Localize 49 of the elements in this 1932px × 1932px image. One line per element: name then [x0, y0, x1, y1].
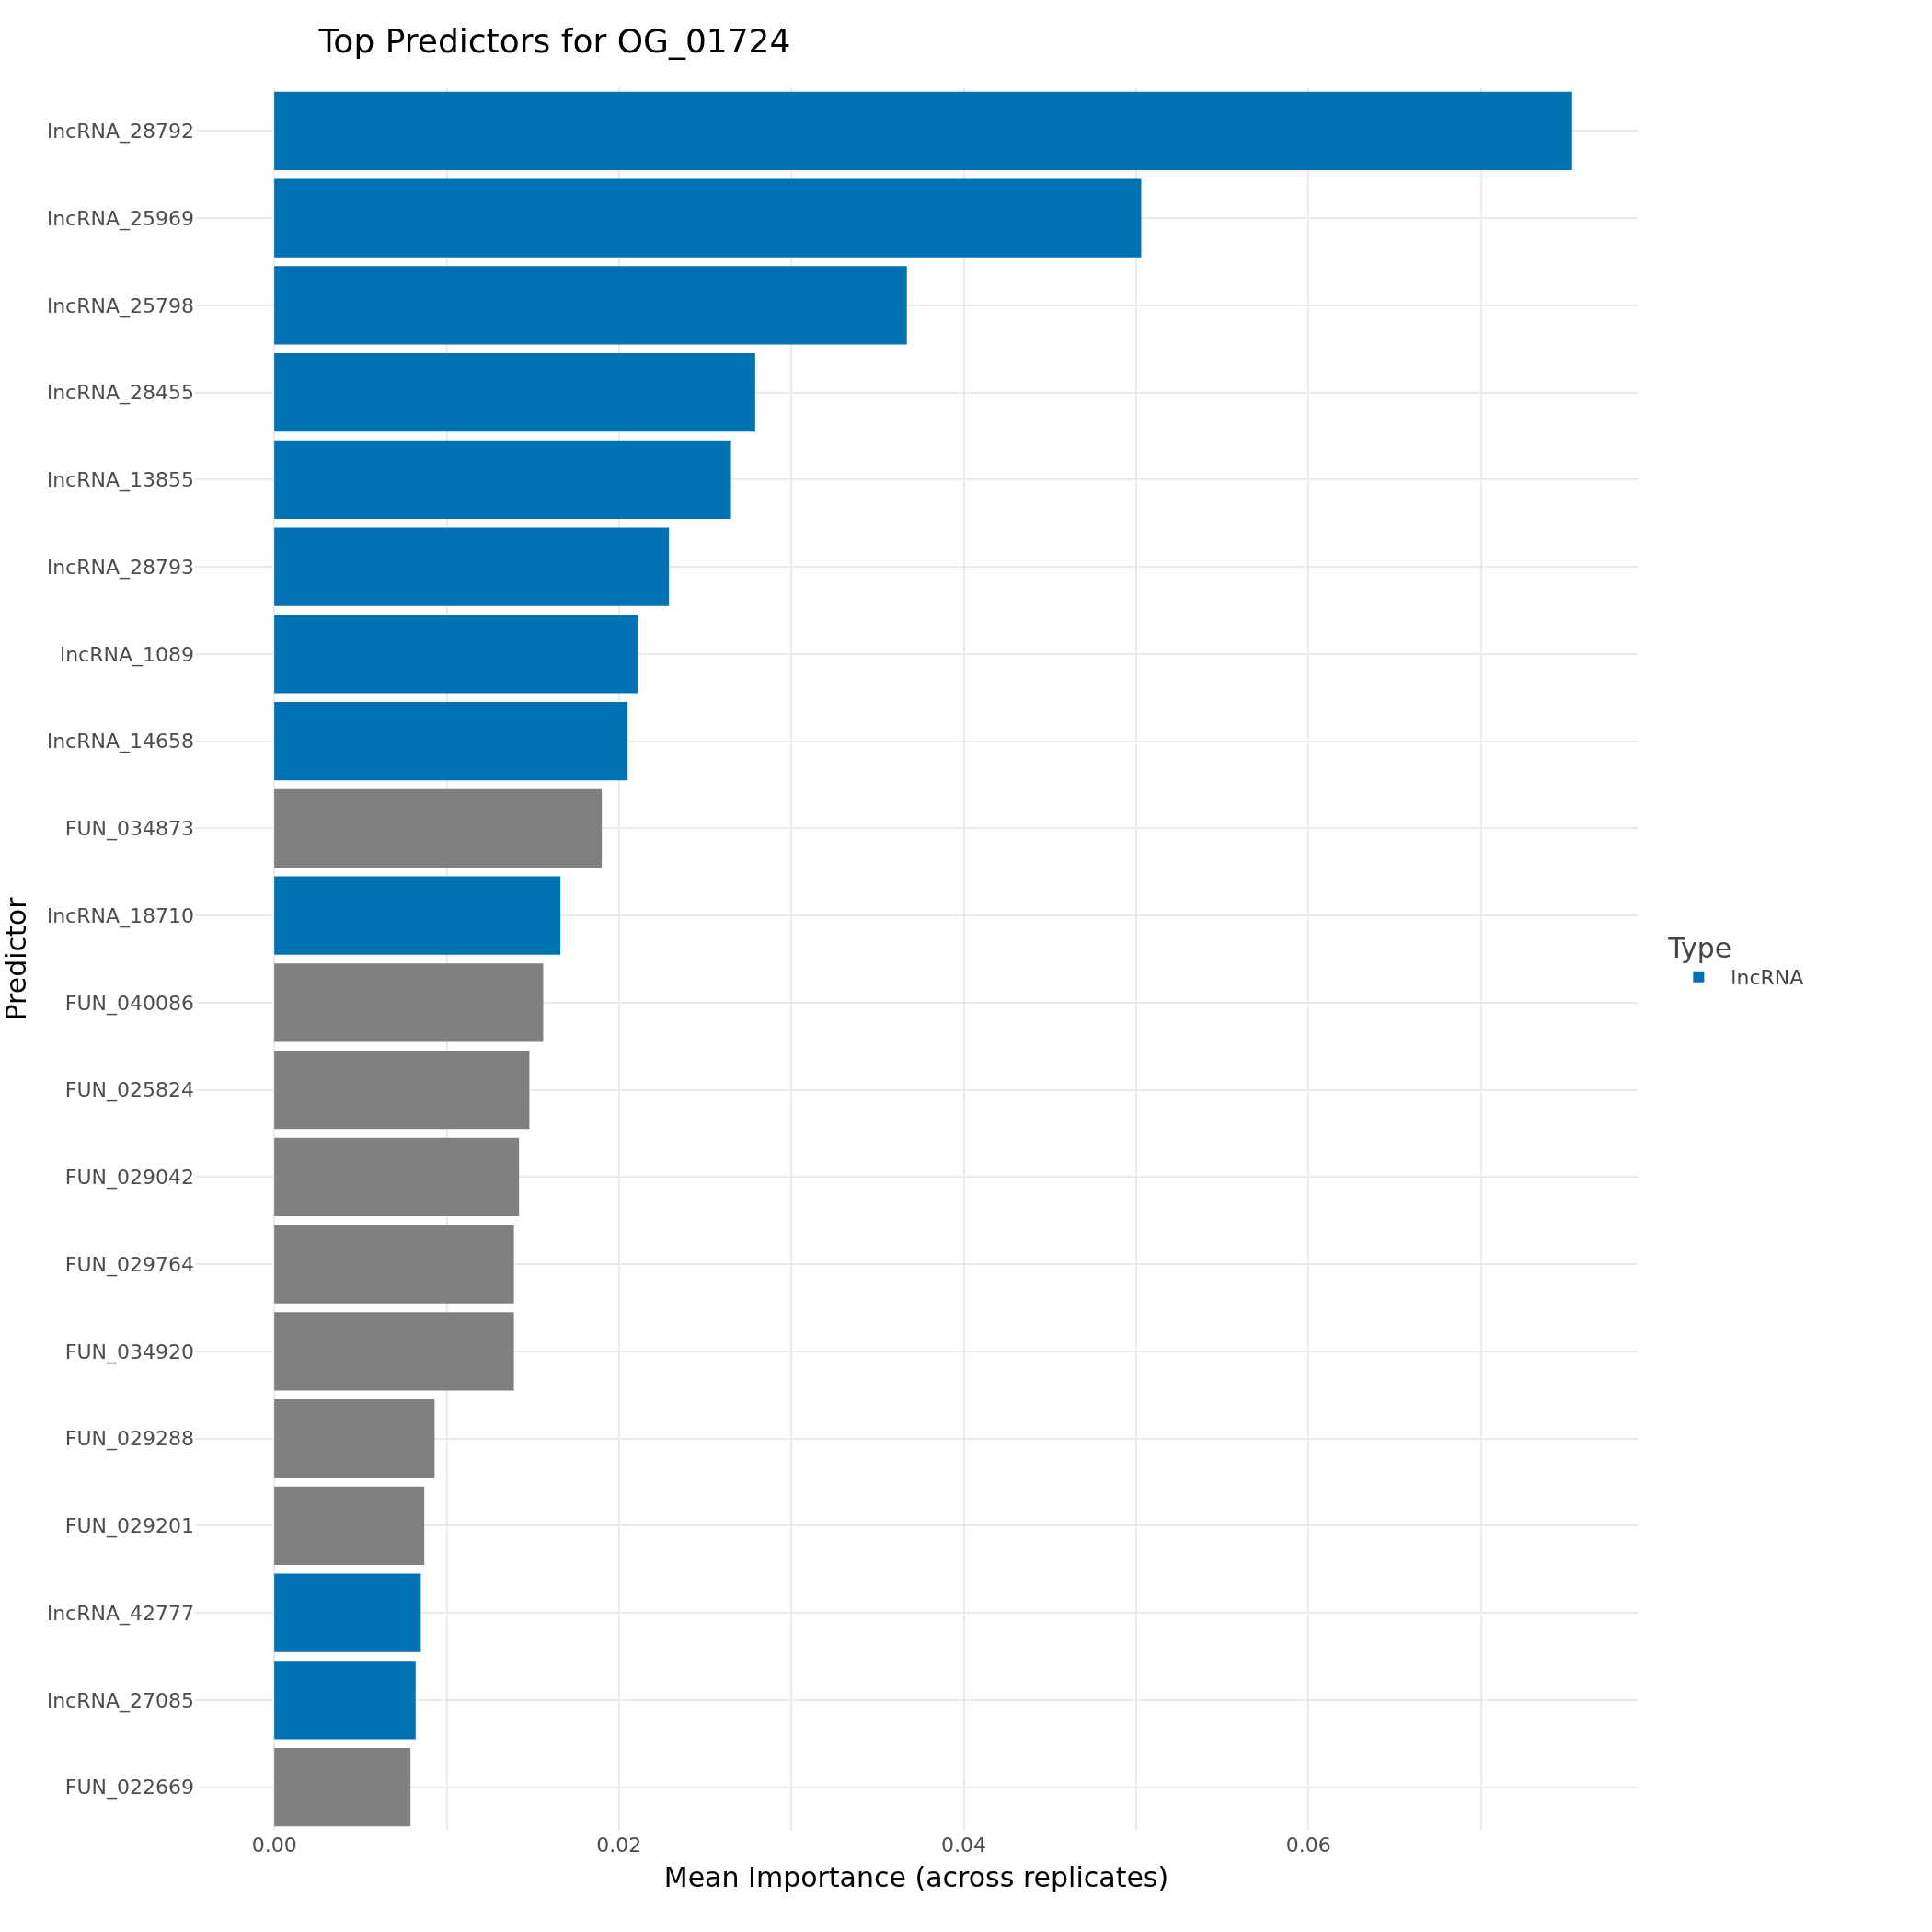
y-tick-label: FUN_034873	[64, 817, 194, 842]
y-tick-label: lncRNA_28793	[47, 555, 194, 580]
bar	[274, 91, 1572, 171]
bar	[274, 963, 544, 1042]
bar	[274, 1050, 530, 1130]
y-tick-label: FUN_029042	[64, 1166, 194, 1190]
bar	[274, 1486, 425, 1566]
y-tick-label: FUN_034920	[64, 1340, 194, 1364]
x-tick-label: 0.02	[596, 1834, 642, 1857]
bar	[274, 440, 731, 520]
y-axis-title: Predictor	[0, 896, 32, 1021]
y-tick-label: lncRNA_42777	[47, 1601, 194, 1626]
y-tick-label: lncRNA_28792	[47, 120, 194, 144]
y-tick-label: FUN_029201	[64, 1514, 194, 1539]
bar	[274, 788, 603, 868]
y-tick-label: lncRNA_28455	[47, 381, 194, 406]
legend-title: Type	[1667, 932, 1732, 964]
legend-label: lncRNA	[1731, 966, 1804, 990]
y-tick-label: FUN_022669	[64, 1776, 194, 1800]
bar	[274, 1747, 411, 1827]
y-tick-label: FUN_040086	[64, 991, 194, 1016]
bar	[274, 1312, 514, 1391]
y-tick-label: lncRNA_25798	[47, 293, 194, 318]
bar	[274, 178, 1142, 258]
bar	[274, 1661, 416, 1740]
y-tick-label: lncRNA_14658	[47, 730, 194, 754]
bar	[274, 527, 670, 606]
y-tick-label: lncRNA_18710	[47, 903, 194, 928]
chart-title: Top Predictors for OG_01724	[317, 21, 791, 60]
bar	[274, 1573, 421, 1652]
bar	[274, 1137, 520, 1217]
y-tick-label: lncRNA_13855	[47, 468, 194, 493]
y-tick-label: lncRNA_25969	[47, 206, 194, 231]
y-tick-label: FUN_029764	[64, 1252, 194, 1277]
x-axis-title: Mean Importance (across replicates)	[663, 1860, 1169, 1893]
bar	[274, 352, 755, 432]
y-tick-label: lncRNA_27085	[47, 1688, 194, 1713]
y-tick-label: FUN_025824	[64, 1078, 194, 1103]
y-tick-label: lncRNA_1089	[60, 642, 194, 667]
y-tick-label: FUN_029288	[64, 1427, 194, 1452]
bar	[274, 1225, 514, 1304]
bar	[274, 1398, 435, 1478]
x-tick-label: 0.04	[941, 1834, 987, 1857]
bar	[274, 701, 628, 781]
bar	[274, 266, 907, 345]
x-tick-label: 0.00	[251, 1834, 297, 1857]
bar	[274, 876, 561, 955]
x-tick-label: 0.06	[1285, 1834, 1331, 1857]
bar	[274, 615, 638, 694]
